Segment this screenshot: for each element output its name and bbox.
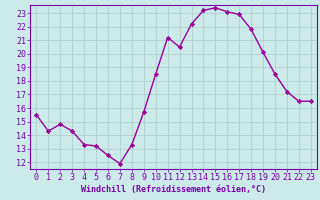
X-axis label: Windchill (Refroidissement éolien,°C): Windchill (Refroidissement éolien,°C) [81,185,266,194]
